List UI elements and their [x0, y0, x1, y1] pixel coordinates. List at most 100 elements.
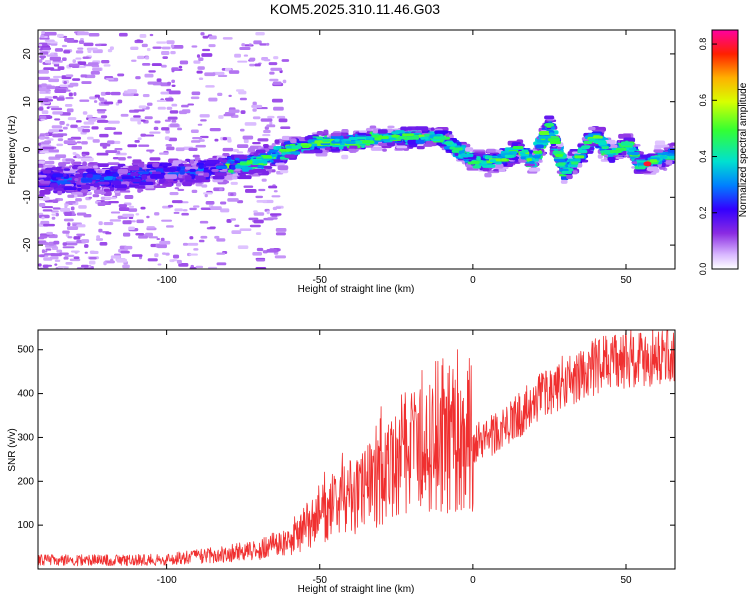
spectrogram-cell: [63, 81, 67, 85]
spectrogram-cell: [222, 137, 228, 141]
spectrogram-cell: [105, 231, 112, 235]
snr-series-line: [38, 330, 675, 567]
spectrogram-cell: [136, 219, 144, 224]
spectrogram-cell: [501, 158, 508, 162]
spectrogram-cell: [330, 148, 341, 152]
spectrogram-cell: [263, 59, 271, 62]
spectrogram-cell: [405, 127, 413, 131]
spectrogram-cell: [200, 235, 208, 239]
spectrogram-cell: [63, 187, 77, 191]
spectrogram-cell: [161, 162, 172, 167]
spectrogram-cell: [131, 59, 137, 62]
spectrogram-cell: [378, 136, 389, 140]
spectrogram-cell: [566, 174, 573, 180]
spectrogram-cell: [118, 32, 128, 37]
spectrogram-cell: [377, 129, 388, 134]
spectrogram-cell: [529, 160, 535, 164]
spectrogram-cell: [470, 161, 480, 165]
spectrogram-cell: [267, 217, 278, 220]
spectrogram-cell: [281, 59, 290, 62]
spectrogram-cell: [99, 133, 109, 138]
spectrogram-cell: [234, 224, 240, 227]
spectrogram-cell: [237, 60, 248, 63]
spectrogram-cell: [67, 236, 73, 239]
spectrogram-cell: [114, 147, 123, 151]
spectrogram-cell: [110, 211, 121, 214]
spectrogram-cell: [75, 50, 84, 54]
spectrogram-cell: [260, 118, 273, 122]
spectrogram-cell: [156, 238, 161, 241]
spectrogram-cell: [255, 232, 262, 235]
spectrogram-cell: [122, 213, 135, 217]
spectrogram-cell: [128, 216, 134, 220]
spectrogram-cell: [272, 81, 282, 85]
spectrogram-cell: [147, 81, 157, 85]
spectrogram-cell: [268, 185, 278, 189]
spectrogram-x-tick-label: -50: [313, 275, 328, 286]
spectrogram-cell: [204, 194, 208, 198]
spectrogram-cell: [290, 138, 297, 144]
spectrogram-cell: [414, 126, 429, 130]
spectrogram-cell: [38, 164, 44, 168]
spectrogram-cell: [200, 119, 207, 122]
spectrogram-cell: [272, 207, 278, 211]
spectrogram-cell: [227, 169, 234, 173]
spectrogram-cell: [356, 136, 367, 140]
spectrogram-cell: [188, 147, 198, 151]
spectrogram-cell: [50, 253, 62, 257]
spectrogram-cell: [62, 126, 68, 130]
spectrogram-cell: [238, 172, 243, 176]
spectrogram-cell: [81, 153, 86, 157]
spectrogram-cell: [69, 82, 79, 87]
spectrogram-cell: [181, 212, 189, 216]
spectrogram-cell: [222, 147, 234, 152]
spectrogram-cell: [124, 195, 134, 199]
spectrogram-cell: [54, 259, 61, 262]
spectrogram-cell: [124, 245, 133, 250]
spectrogram-cell: [127, 144, 138, 148]
spectrogram-cell: [239, 228, 252, 231]
spectrogram-cell: [62, 242, 68, 246]
spectrogram-cell: [182, 181, 193, 187]
spectrogram-cell: [64, 254, 75, 257]
spectrogram-cell: [201, 184, 208, 188]
spectrogram-cell: [147, 258, 158, 262]
spectrogram-cell: [90, 71, 100, 75]
spectrogram-cell: [267, 115, 275, 119]
spectrogram-cell: [434, 130, 449, 134]
spectrogram-cell: [252, 168, 267, 173]
spectrogram-cell: [41, 99, 54, 102]
spectrogram-cell: [67, 138, 74, 141]
spectrogram-cell: [454, 152, 459, 157]
spectrogram-cell: [82, 56, 90, 59]
spectrogram-cell: [235, 89, 245, 92]
spectrogram-cell: [190, 129, 199, 134]
spectrogram-cell: [134, 185, 146, 189]
spectrogram-cell: [122, 232, 131, 237]
spectrogram-cell: [520, 153, 529, 157]
spectrogram-cell: [109, 46, 114, 50]
spectrogram-x-axis-label: Height of straight line (km): [298, 284, 415, 295]
spectrogram-cell: [209, 128, 221, 132]
spectrogram-cell: [196, 70, 203, 74]
spectrogram-cell: [254, 63, 261, 67]
spectrogram-cell: [122, 264, 130, 269]
spectrogram-cell: [170, 44, 175, 48]
snr-y-axis-label: SNR (v/v): [7, 428, 18, 471]
spectrogram-cell: [189, 266, 197, 269]
spectrogram-cell: [588, 126, 596, 131]
spectrogram-cell: [273, 56, 279, 60]
spectrogram-cell: [198, 239, 205, 243]
spectrogram-cell: [243, 185, 254, 188]
spectrogram-cell: [255, 266, 267, 269]
spectrogram-cell: [121, 176, 134, 180]
spectrogram-cell: [197, 123, 203, 126]
spectrogram-cell: [76, 154, 81, 159]
spectrogram-cell: [49, 256, 59, 260]
spectrogram-cell: [253, 212, 265, 216]
spectrogram-cell: [226, 159, 232, 163]
spectrogram-cell: [269, 78, 279, 82]
spectrogram-cell: [249, 63, 256, 67]
spectrogram-cell: [156, 41, 167, 44]
